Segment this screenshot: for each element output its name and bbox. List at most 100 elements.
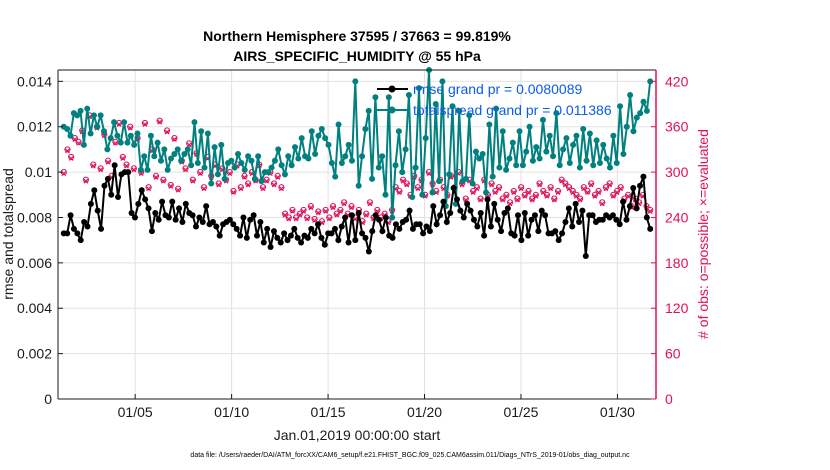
rmse-series-point — [277, 239, 284, 246]
totalspread-series-point — [576, 164, 583, 171]
totalspread-series-point — [74, 112, 81, 119]
totalspread-series-point — [449, 103, 456, 110]
obs-possible-point — [606, 180, 613, 187]
totalspread-series-point — [529, 157, 536, 164]
rmse-series-point — [457, 207, 464, 214]
totalspread-series-point — [509, 139, 516, 146]
rmse-series-point — [270, 228, 277, 235]
obs-evaluated-point — [120, 156, 126, 161]
rmse-series-point — [240, 214, 247, 221]
chart-title: Northern Hemisphere 37595 / 37663 = 99.8… — [203, 28, 511, 44]
totalspread-series-point — [251, 175, 258, 182]
y-axis-right-label: # of obs: o=possible; ×=evaluated — [695, 129, 711, 339]
totalspread-series-point — [295, 155, 302, 162]
totalspread-series-point — [255, 153, 262, 160]
rmse-series-point — [260, 239, 267, 246]
totalspread-series-point — [412, 164, 419, 171]
obs-evaluated-point — [478, 197, 483, 203]
legend-spread-label: totalspread grand pr = 0.011386 — [413, 102, 612, 118]
rmse-series-point — [311, 230, 318, 237]
rmse-series-point — [104, 175, 111, 182]
obs-evaluated-point — [116, 122, 122, 127]
obs-possible-point — [123, 161, 130, 168]
axes — [57, 69, 657, 400]
rmse-series-point — [359, 230, 366, 237]
totalspread-series-point — [573, 132, 580, 139]
rmse-series-point — [172, 216, 179, 223]
totalspread-series-point — [204, 130, 211, 137]
obs-possible-point — [300, 206, 307, 214]
obs-possible-point — [285, 214, 292, 221]
obs-possible-point — [366, 199, 374, 206]
totalspread-series-point — [335, 121, 342, 128]
obs-possible-point — [396, 187, 403, 195]
rmse-series-point — [179, 219, 186, 226]
obs-evaluated-point — [90, 163, 96, 169]
obs-possible-point — [104, 157, 112, 164]
obs-evaluated-point — [592, 193, 598, 199]
obs-evaluated-point — [282, 212, 288, 218]
rmse-series-point — [633, 205, 640, 212]
totalspread-series-point — [191, 119, 198, 126]
obs-possible-point — [119, 153, 126, 161]
totalspread-series-point — [107, 135, 114, 142]
totalspread-series-point — [114, 132, 121, 139]
obs-possible-point — [333, 210, 340, 217]
obs-possible-point — [584, 187, 591, 195]
y-right-tick-label: 360 — [665, 119, 689, 135]
obs-evaluated-point — [337, 209, 343, 214]
totalspread-series-point — [288, 162, 295, 169]
rmse-series-point — [582, 253, 589, 260]
rmse-series-point — [555, 237, 562, 244]
obs-possible-point — [97, 165, 104, 172]
obs-evaluated-point — [293, 216, 299, 222]
totalspread-series-point — [389, 214, 396, 221]
obs-evaluated-point — [610, 193, 616, 199]
obs-possible-point — [506, 199, 514, 206]
rmse-series-point — [328, 230, 335, 237]
rmse-series-point — [501, 209, 508, 216]
totalspread-series-point — [198, 128, 205, 135]
totalspread-series-point — [84, 105, 91, 112]
rmse-series-point — [470, 216, 477, 223]
totalspread-series-point — [342, 153, 349, 160]
obs-evaluated-point — [301, 209, 306, 214]
totalspread-series-point — [566, 160, 573, 167]
totalspread-series-point — [312, 150, 319, 157]
rmse-series-point — [637, 182, 644, 189]
rmse-series-point — [189, 212, 196, 219]
obs-evaluated-point — [160, 178, 166, 184]
rmse-series-point — [155, 216, 162, 223]
obs-possible-point — [337, 206, 344, 214]
totalspread-series-point — [298, 135, 305, 142]
obs-evaluated-point — [98, 167, 104, 173]
rmse-series-point — [176, 205, 183, 212]
y-tick-label: 0.004 — [17, 300, 52, 316]
totalspread-series-point — [238, 160, 245, 167]
obs-evaluated-point — [559, 178, 565, 184]
obs-evaluated-point — [562, 182, 568, 188]
totalspread-series-point — [436, 178, 443, 185]
rmse-series-point — [355, 209, 362, 216]
rmse-series-point — [267, 243, 274, 250]
obs-evaluated-point — [515, 197, 520, 203]
totalspread-series-point — [466, 112, 473, 119]
obs-evaluated-point — [164, 129, 170, 135]
obs-possible-point — [245, 180, 252, 187]
obs-possible-point — [293, 214, 300, 221]
rmse-series-point — [298, 239, 305, 246]
rmse-series-point — [599, 216, 606, 223]
totalspread-series-point — [402, 146, 409, 153]
obs-evaluated-point — [190, 178, 196, 184]
obs-evaluated-point — [186, 142, 192, 148]
series-layer — [60, 67, 654, 260]
obs-possible-point — [363, 210, 370, 217]
obs-evaluated-point — [581, 186, 587, 192]
obs-evaluated-point — [308, 205, 314, 211]
rmse-series-point — [613, 216, 620, 223]
totalspread-series-point — [348, 157, 355, 164]
obs-possible-point — [400, 176, 407, 183]
obs-possible-point — [200, 184, 208, 191]
rmse-series-point — [420, 230, 427, 237]
totalspread-series-point — [379, 153, 386, 160]
